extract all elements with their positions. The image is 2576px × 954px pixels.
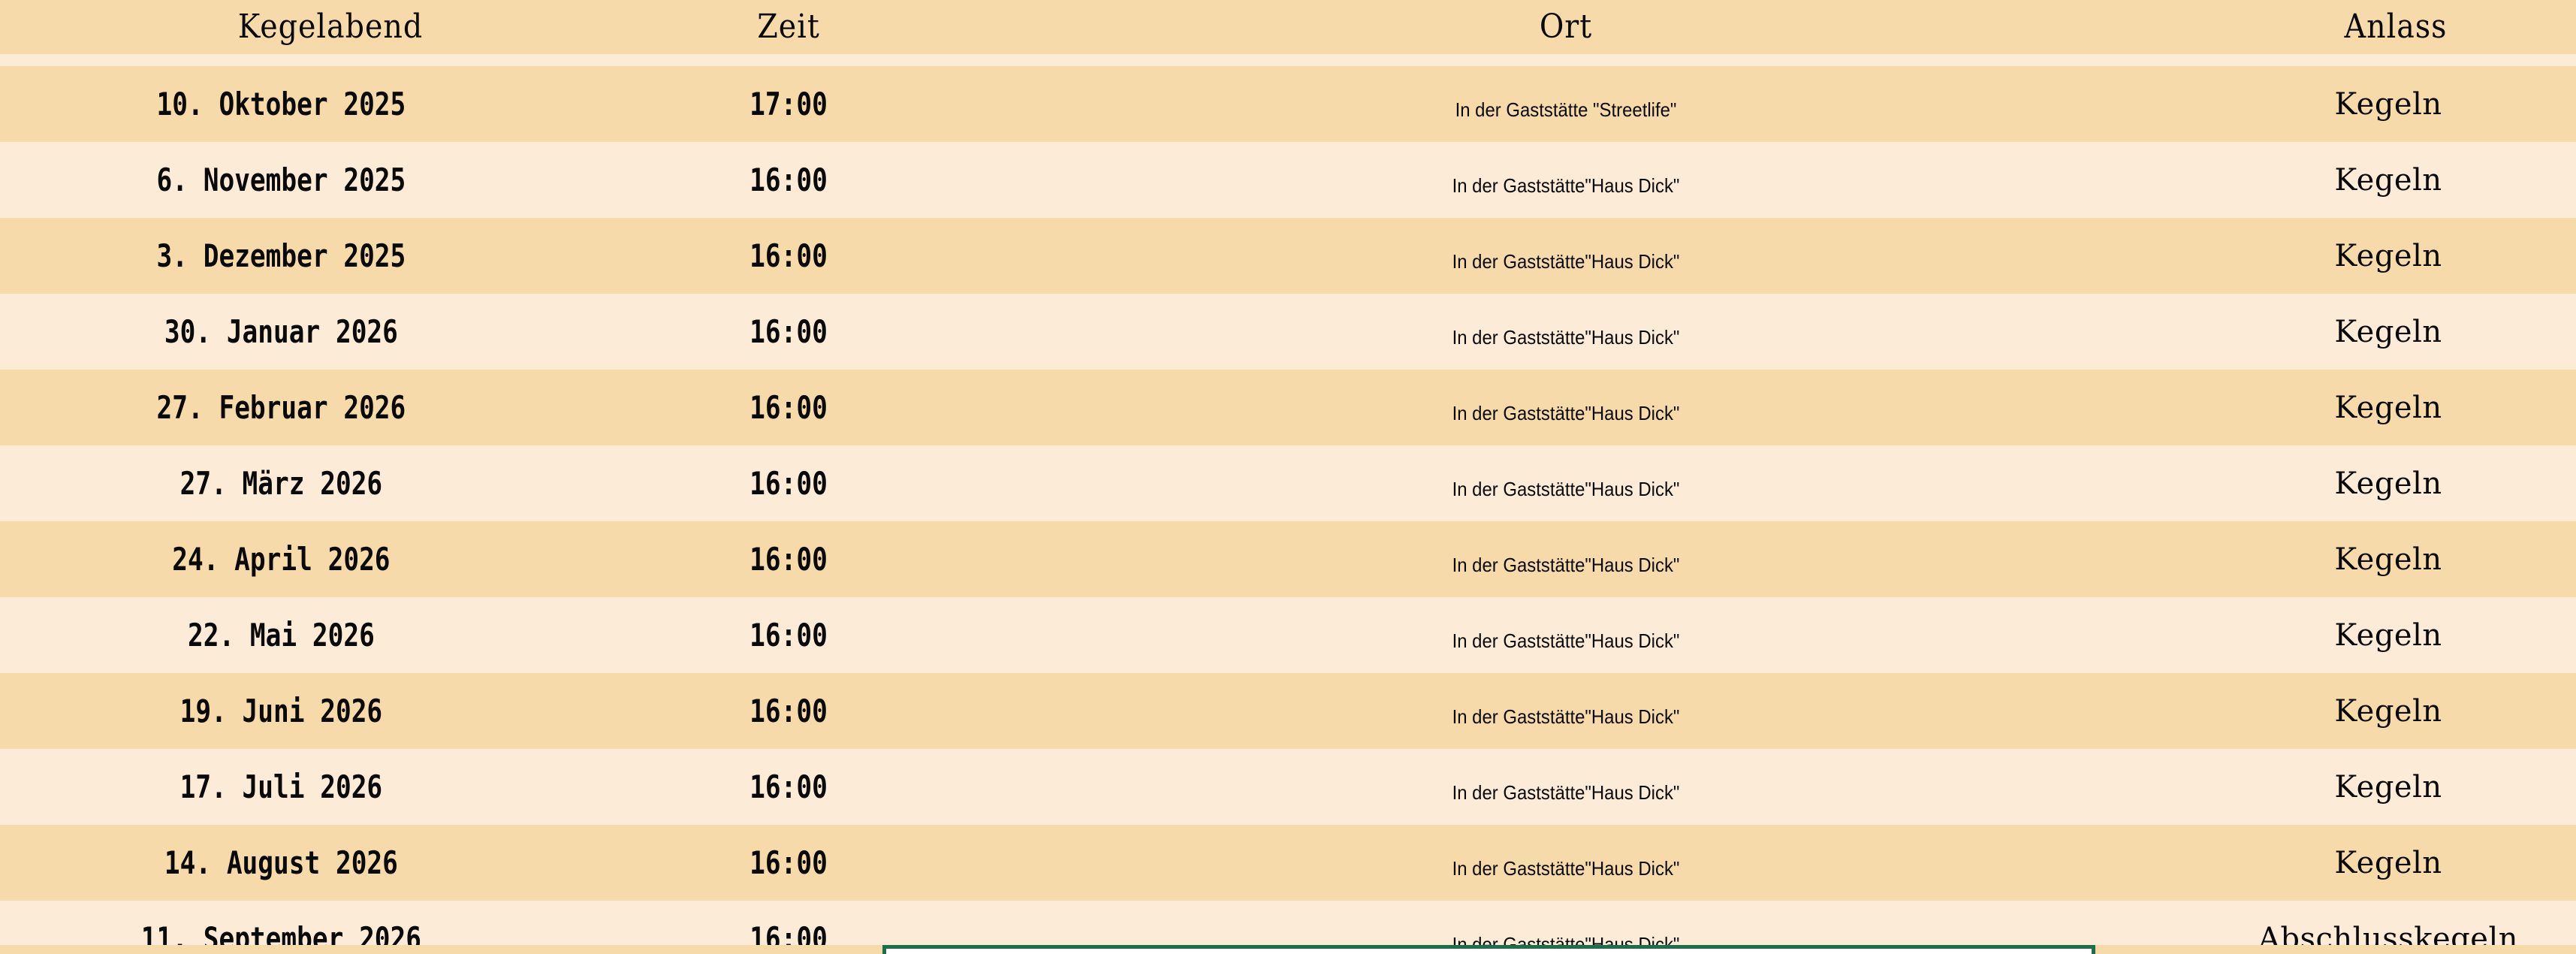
cell-ort: In der Gaststätte"Haus Dick" [1452, 856, 1680, 880]
cell-kegelabend: 30. Januar 2026 [164, 312, 398, 350]
table-row: 27. März 2026 16:00 In der Gaststätte"Haus… [0, 445, 2576, 521]
table-header: Kegelabend Zeit Ort Anlass [0, 0, 2576, 66]
cell-anlass: Kegeln [2334, 617, 2442, 653]
cell-kegelabend: 27. Februar 2026 [156, 388, 406, 426]
table-row: 6. November 2025 16:00 In der Gaststätte"H… [0, 142, 2576, 218]
cell-zeit: 17:00 [750, 85, 828, 122]
cell-kegelabend: 24. April 2026 [172, 540, 391, 578]
header-separator [0, 54, 2576, 66]
table-row: 10. Oktober 2025 17:00 In der Gaststätte "… [0, 66, 2576, 142]
cell-kegelabend: 6. November 2025 [156, 161, 406, 198]
cell-anlass: Kegeln [2334, 238, 2442, 273]
cell-kegelabend: 22. Mai 2026 [187, 616, 375, 654]
column-header-ort: Ort [1539, 8, 1593, 46]
cell-kegelabend: 3. Dezember 2025 [156, 237, 406, 274]
cell-anlass: Kegeln [2334, 542, 2442, 577]
cell-kegelabend: 27. März 2026 [179, 464, 383, 502]
header-row: Kegelabend Zeit Ort Anlass [0, 0, 2576, 54]
cell-zeit: 16:00 [750, 237, 828, 274]
cell-ort: In der Gaststätte"Haus Dick" [1452, 401, 1680, 424]
cell-kegelabend: 19. Juni 2026 [179, 692, 383, 729]
table-row: 17. Juli 2026 16:00 In der Gaststätte"Haus… [0, 749, 2576, 825]
table-body: 10. Oktober 2025 17:00 In der Gaststätte "… [0, 66, 2576, 954]
cell-zeit: 16:00 [750, 312, 828, 350]
cell-anlass: Kegeln [2334, 162, 2442, 198]
column-header-zeit: Zeit [757, 8, 820, 46]
cell-anlass: Kegeln [2334, 693, 2442, 729]
cell-ort: In der Gaststätte"Haus Dick" [1452, 780, 1680, 804]
header-separator-band [0, 54, 2576, 66]
table-row: 27. Februar 2026 16:00 In der Gaststätte"H… [0, 370, 2576, 445]
green-panel [882, 945, 2095, 954]
cell-zeit: 16:00 [750, 388, 828, 426]
cell-anlass: Kegeln [2334, 86, 2442, 122]
cell-anlass: Kegeln [2334, 314, 2442, 349]
cell-zeit: 16:00 [750, 768, 828, 805]
cell-ort: In der Gaststätte "Streetlife" [1455, 98, 1677, 121]
cell-ort: In der Gaststätte"Haus Dick" [1452, 249, 1680, 273]
cell-kegelabend: 17. Juli 2026 [179, 768, 383, 805]
cell-ort: In der Gaststätte"Haus Dick" [1452, 629, 1680, 652]
cell-ort: In der Gaststätte"Haus Dick" [1452, 325, 1680, 349]
cell-kegelabend: 10. Oktober 2025 [156, 85, 406, 122]
cell-kegelabend: 14. August 2026 [164, 844, 398, 881]
cell-zeit: 16:00 [750, 540, 828, 578]
table-row: 3. Dezember 2025 16:00 In der Gaststätte"H… [0, 218, 2576, 294]
cell-ort: In der Gaststätte"Haus Dick" [1452, 553, 1680, 576]
table-row: 24. April 2026 16:00 In der Gaststätte"Hau… [0, 521, 2576, 597]
cell-zeit: 16:00 [750, 692, 828, 729]
cell-ort: In der Gaststätte"Haus Dick" [1452, 477, 1680, 500]
table-row: 30. Januar 2026 16:00 In der Gaststätte"Ha… [0, 294, 2576, 370]
table-row: 19. Juni 2026 16:00 In der Gaststätte"Haus… [0, 673, 2576, 749]
table-row: 22. Mai 2026 16:00 In der Gaststätte"Haus … [0, 597, 2576, 673]
cell-anlass: Kegeln [2334, 769, 2442, 805]
cell-ort: In der Gaststätte"Haus Dick" [1452, 174, 1680, 197]
cell-zeit: 16:00 [750, 616, 828, 654]
cell-ort: In der Gaststätte"Haus Dick" [1452, 705, 1680, 728]
cell-anlass: Kegeln [2334, 466, 2442, 501]
column-header-kegelabend: Kegelabend [237, 8, 424, 46]
column-header-anlass: Anlass [2344, 8, 2448, 46]
table-row: 14. August 2026 16:00 In der Gaststätte"Ha… [0, 825, 2576, 901]
bottom-strip-left [0, 945, 882, 954]
cell-zeit: 16:00 [750, 161, 828, 198]
cell-zeit: 16:00 [750, 844, 828, 881]
cell-anlass: Kegeln [2334, 390, 2442, 425]
cell-zeit: 16:00 [750, 464, 828, 502]
cell-anlass: Kegeln [2334, 845, 2442, 880]
bottom-strip-right [2095, 945, 2576, 954]
